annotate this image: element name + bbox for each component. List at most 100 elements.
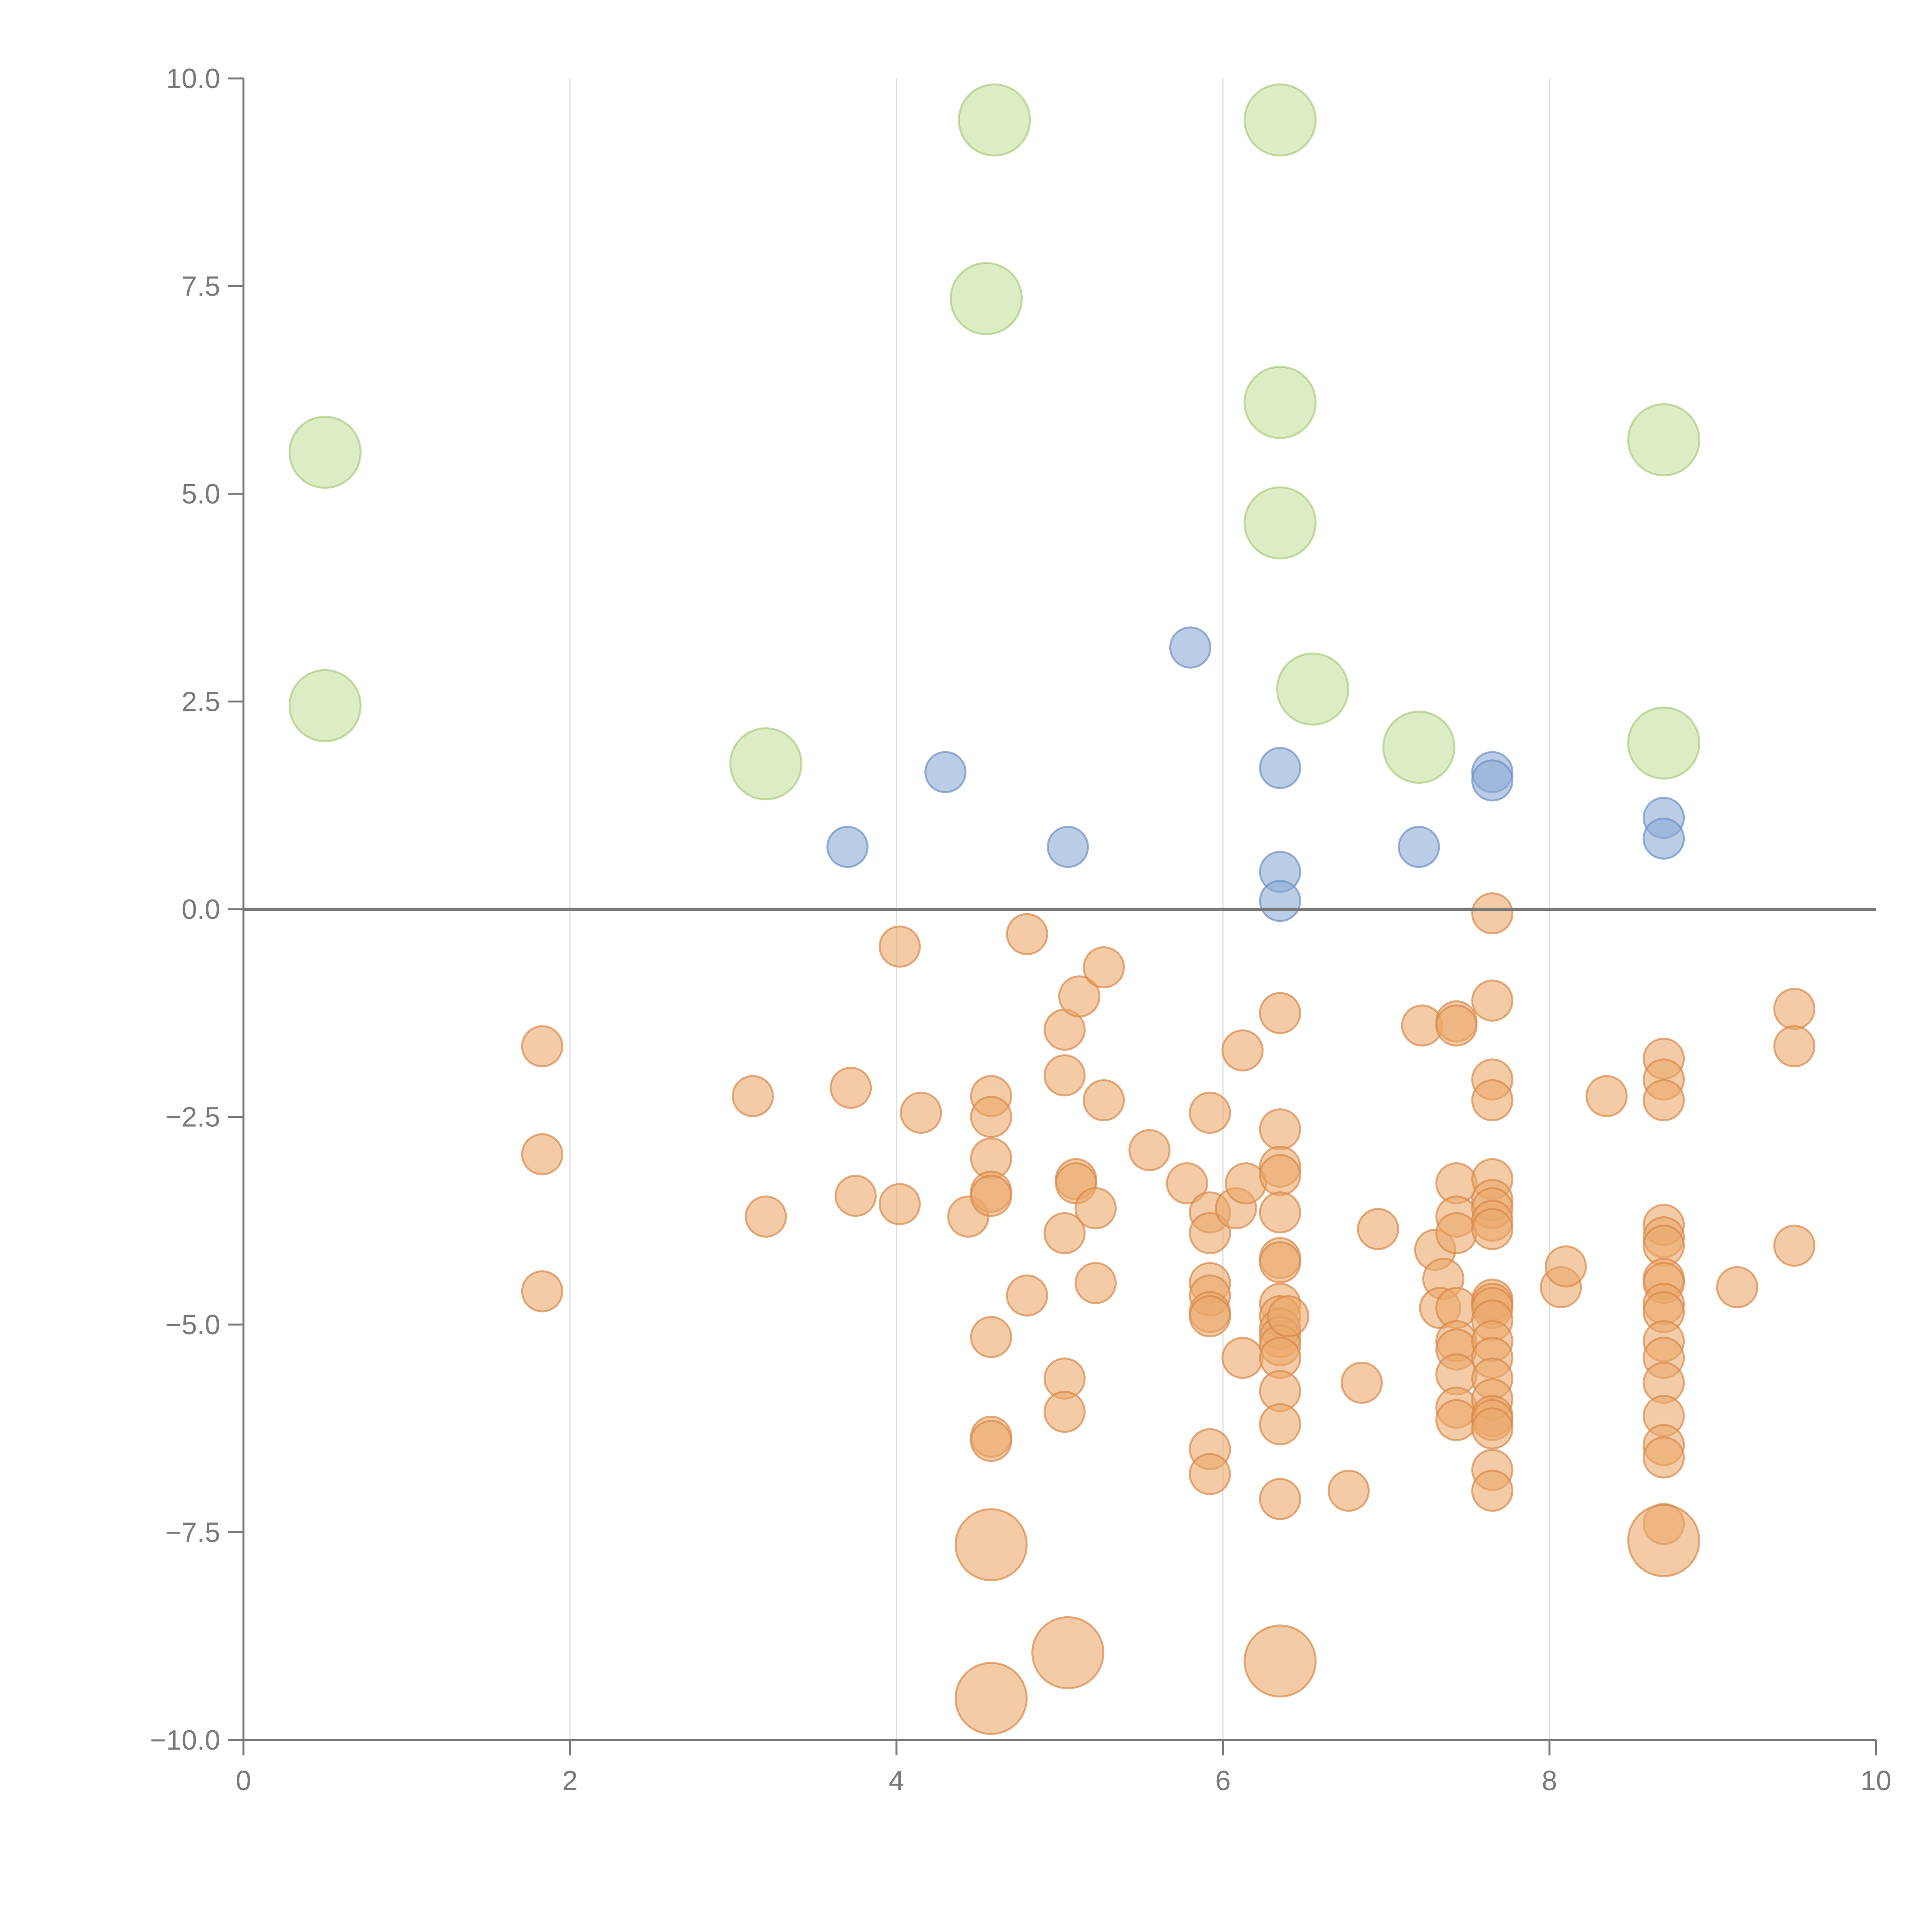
orange-point bbox=[1031, 1616, 1105, 1689]
green-point bbox=[1276, 652, 1349, 726]
y-tick-label: −7.5 bbox=[165, 1517, 220, 1548]
orange-point bbox=[1435, 1212, 1478, 1254]
orange-point bbox=[1189, 1212, 1231, 1254]
blue-point bbox=[1643, 817, 1685, 860]
green-point bbox=[1243, 366, 1317, 439]
orange-point bbox=[1773, 988, 1816, 1030]
orange-point bbox=[1043, 1212, 1086, 1254]
green-point bbox=[1243, 83, 1317, 156]
orange-point bbox=[1006, 913, 1048, 955]
y-tick-label: 7.5 bbox=[182, 271, 220, 302]
orange-point bbox=[1471, 1469, 1514, 1512]
y-tick-label: −10.0 bbox=[150, 1725, 220, 1756]
x-tick-label: 6 bbox=[1215, 1765, 1231, 1796]
green-point bbox=[949, 262, 1023, 335]
orange-point bbox=[970, 1175, 1012, 1217]
blue-point bbox=[1047, 826, 1089, 868]
orange-point bbox=[521, 1133, 563, 1175]
x-tick-label: 0 bbox=[236, 1765, 251, 1796]
y-tick-label: 5.0 bbox=[182, 479, 220, 510]
orange-point bbox=[1259, 1403, 1301, 1446]
orange-point bbox=[1435, 1399, 1478, 1441]
orange-point bbox=[830, 1066, 872, 1109]
blue-point bbox=[1169, 626, 1211, 669]
x-tick-label: 10 bbox=[1861, 1765, 1891, 1796]
orange-point bbox=[1643, 1079, 1685, 1121]
orange-point bbox=[521, 1270, 563, 1313]
orange-point bbox=[1259, 1108, 1301, 1151]
orange-point bbox=[1435, 1004, 1478, 1047]
orange-point bbox=[970, 1316, 1012, 1358]
orange-point bbox=[1006, 1274, 1048, 1317]
orange-point bbox=[1043, 1054, 1086, 1097]
orange-point bbox=[1243, 1624, 1317, 1698]
blue-point bbox=[1259, 880, 1301, 922]
orange-point bbox=[954, 1508, 1028, 1582]
y-tick-label: −2.5 bbox=[165, 1102, 220, 1133]
orange-point bbox=[1259, 1241, 1301, 1284]
orange-point bbox=[1585, 1075, 1628, 1117]
y-tick-label: 10.0 bbox=[166, 63, 220, 94]
blue-point bbox=[1398, 826, 1440, 868]
y-tick-label: 0.0 bbox=[182, 894, 220, 925]
orange-point bbox=[1643, 1436, 1685, 1479]
orange-point bbox=[1083, 946, 1125, 988]
orange-point bbox=[1166, 1162, 1208, 1204]
orange-point bbox=[954, 1662, 1028, 1735]
green-point bbox=[288, 669, 362, 742]
orange-point bbox=[1043, 1391, 1086, 1433]
orange-point bbox=[1189, 1295, 1231, 1337]
orange-point bbox=[878, 1183, 921, 1225]
orange-point bbox=[1259, 992, 1301, 1034]
green-point bbox=[1627, 403, 1701, 476]
orange-point bbox=[1544, 1245, 1587, 1287]
blue-point bbox=[1471, 759, 1514, 802]
orange-point bbox=[834, 1175, 877, 1217]
y-tick-label: −5.0 bbox=[165, 1310, 220, 1340]
orange-point bbox=[1259, 1478, 1301, 1520]
green-point bbox=[1382, 711, 1456, 784]
orange-point bbox=[1074, 1187, 1117, 1230]
green-point bbox=[288, 416, 362, 489]
orange-point bbox=[1221, 1337, 1264, 1379]
orange-point bbox=[1471, 1208, 1514, 1250]
orange-point bbox=[970, 1096, 1012, 1138]
orange-point bbox=[1128, 1129, 1171, 1171]
axes: 10.0 7.5 5.0 2.5 0.0 −2.5 −5.0 −7.5 −10.0 0 2 4 6 8 10 bbox=[150, 63, 1891, 1796]
orange-point bbox=[1773, 1025, 1816, 1068]
blue-point bbox=[924, 751, 967, 793]
green-point bbox=[729, 727, 803, 801]
orange-point bbox=[1058, 975, 1100, 1018]
orange-point bbox=[1189, 1453, 1231, 1495]
orange-point bbox=[1471, 1079, 1514, 1121]
orange-point bbox=[900, 1092, 942, 1134]
green-point bbox=[958, 83, 1031, 156]
orange-point bbox=[970, 1420, 1012, 1462]
blue-point bbox=[1259, 747, 1301, 789]
orange-point bbox=[1259, 1154, 1301, 1196]
orange-point bbox=[1471, 980, 1514, 1022]
orange-point bbox=[1773, 1225, 1816, 1267]
orange-point bbox=[745, 1196, 787, 1238]
orange-point bbox=[1074, 1262, 1117, 1304]
orange-point bbox=[1259, 1191, 1301, 1234]
orange-point bbox=[1627, 1504, 1701, 1577]
orange-point bbox=[1716, 1266, 1759, 1308]
orange-point bbox=[1340, 1362, 1383, 1404]
orange-point bbox=[521, 1025, 563, 1068]
orange-point bbox=[878, 925, 921, 968]
green-point bbox=[1243, 486, 1317, 560]
y-tick-label: 2.5 bbox=[182, 687, 220, 718]
orange-point bbox=[1327, 1469, 1370, 1512]
orange-point bbox=[731, 1075, 774, 1117]
x-tick-label: 4 bbox=[889, 1765, 904, 1796]
blue-point bbox=[826, 826, 869, 868]
orange-point bbox=[1267, 1295, 1310, 1337]
orange-point bbox=[1471, 1407, 1514, 1450]
orange-point bbox=[1357, 1208, 1399, 1250]
orange-point bbox=[1083, 1079, 1125, 1121]
orange-point bbox=[1221, 1029, 1264, 1071]
green-point bbox=[1627, 706, 1701, 780]
x-tick-label: 8 bbox=[1542, 1765, 1557, 1796]
